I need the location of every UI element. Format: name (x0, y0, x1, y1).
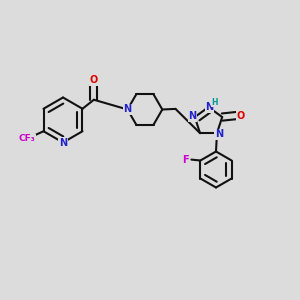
Text: N: N (59, 137, 67, 148)
Text: CF₃: CF₃ (19, 134, 35, 143)
Text: N: N (188, 111, 196, 121)
Text: F: F (182, 154, 189, 165)
Text: N: N (215, 129, 223, 139)
Text: O: O (237, 111, 245, 121)
Text: O: O (90, 75, 98, 85)
Text: N: N (205, 102, 214, 112)
Text: H: H (211, 98, 218, 107)
Text: N: N (123, 104, 132, 115)
